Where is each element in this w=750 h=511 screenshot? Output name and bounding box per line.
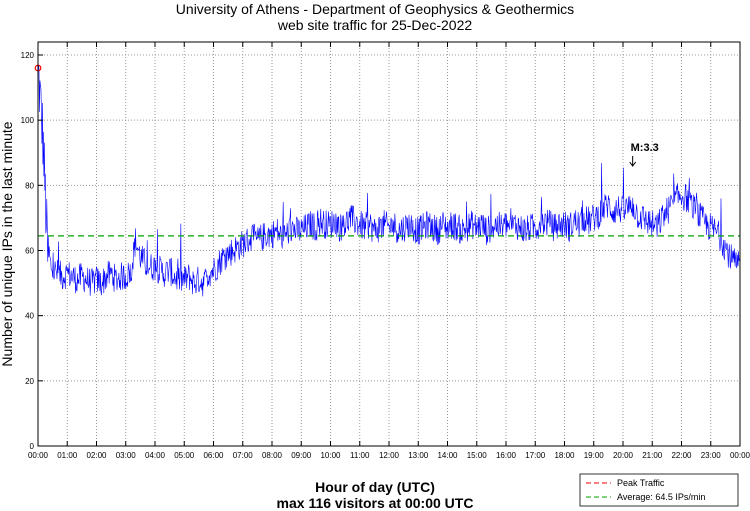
x-tick-label: 18:00 [554,451,575,460]
chart-title-line-1: University of Athens - Department of Geo… [176,1,574,17]
x-tick-label: 23:00 [701,451,722,460]
x-tick-label: 09:00 [291,451,312,460]
arrow-down-icon [629,156,637,167]
x-tick-label: 00:00 [28,451,49,460]
y-tick-label: 40 [25,312,34,321]
x-tick-label: 01:00 [57,451,78,460]
legend-label-peak: Peak Traffic [617,478,665,488]
y-axis: 0 20 40 60 80 100 120 [21,51,43,451]
x-tick-label: 13:00 [408,451,429,460]
x-tick-label: 05:00 [174,451,195,460]
annotation-label: M:3.3 [631,142,659,154]
x-tick-label: 03:00 [116,451,137,460]
legend: Peak Traffic Average: 64.5 IPs/min [579,473,739,507]
x-tick-label: 04:00 [145,451,166,460]
x-tick-label: 20:00 [613,451,634,460]
y-tick-label: 80 [25,181,34,190]
x-tick-label: 10:00 [320,451,341,460]
x-tick-label: 11:00 [350,451,370,460]
x-tick-label: 14:00 [437,451,458,460]
x-tick-label: 19:00 [584,451,605,460]
y-tick-label: 0 [30,442,35,451]
x-tick-label: 21:00 [642,451,663,460]
x-tick-label: 17:00 [525,451,546,460]
x-tick-label: 02:00 [86,451,107,460]
y-axis-label: Number of unique IPs in the last minute [0,121,15,366]
x-axis-label: Hour of day (UTC) [315,479,435,495]
y-tick-label: 60 [25,247,34,256]
annotation-marker: M:3.3 [629,142,659,167]
x-tick-label: 22:00 [671,451,692,460]
series-layer [34,64,741,297]
y-tick-label: 20 [25,377,34,386]
y-tick-label: 120 [21,51,35,60]
x-tick-label: 06:00 [203,451,224,460]
x-tick-label: 07:00 [233,451,254,460]
x-tick-label: 16:00 [496,451,517,460]
x-axis: 00:00 01:00 02:00 03:00 04:00 05:00 06:00 07:00… [28,42,750,460]
x-tick-label: 08:00 [262,451,283,460]
legend-box [579,473,739,507]
legend-label-average: Average: 64.5 IPs/min [617,492,705,502]
max-visitors-caption: max 116 visitors at 00:00 UTC [277,495,474,511]
grid [37,42,741,447]
x-tick-label: 15:00 [467,451,488,460]
y-tick-label: 100 [21,116,35,125]
chart-title-line-2: web site traffic for 25-Dec-2022 [277,17,472,33]
traffic-line [37,65,741,297]
x-tick-label: 12:00 [379,451,400,460]
x-tick-label: 00:00 [730,451,750,460]
